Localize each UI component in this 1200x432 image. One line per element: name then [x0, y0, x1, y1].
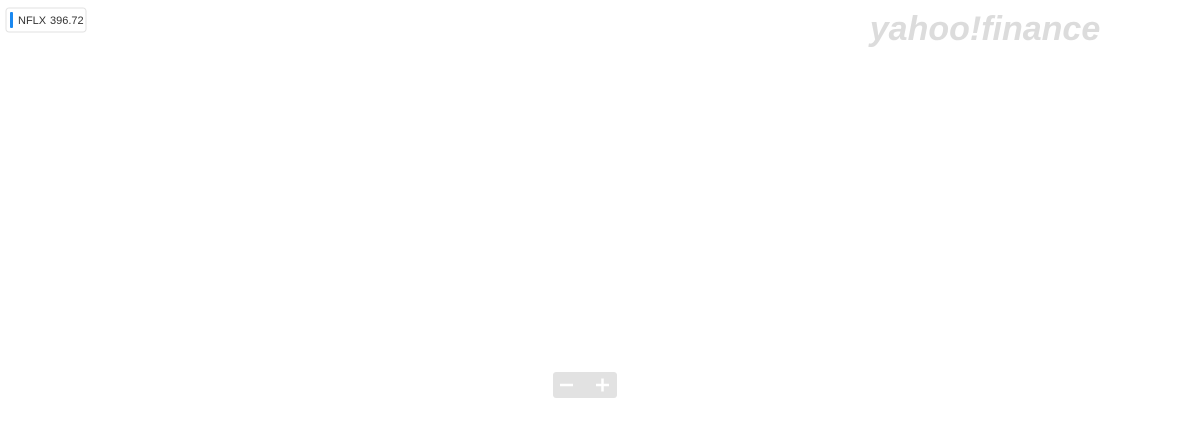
watermark: yahoo!finance [868, 10, 1100, 48]
legend-swatch [10, 12, 13, 28]
legend: NFLX 396.72 [5, 7, 87, 33]
legend-symbol: NFLX [18, 15, 47, 27]
zoom-panel [553, 372, 617, 398]
zoom-controls[interactable] [553, 372, 617, 398]
legend-box [5, 7, 87, 33]
legend-price: 396.72 [50, 15, 84, 27]
